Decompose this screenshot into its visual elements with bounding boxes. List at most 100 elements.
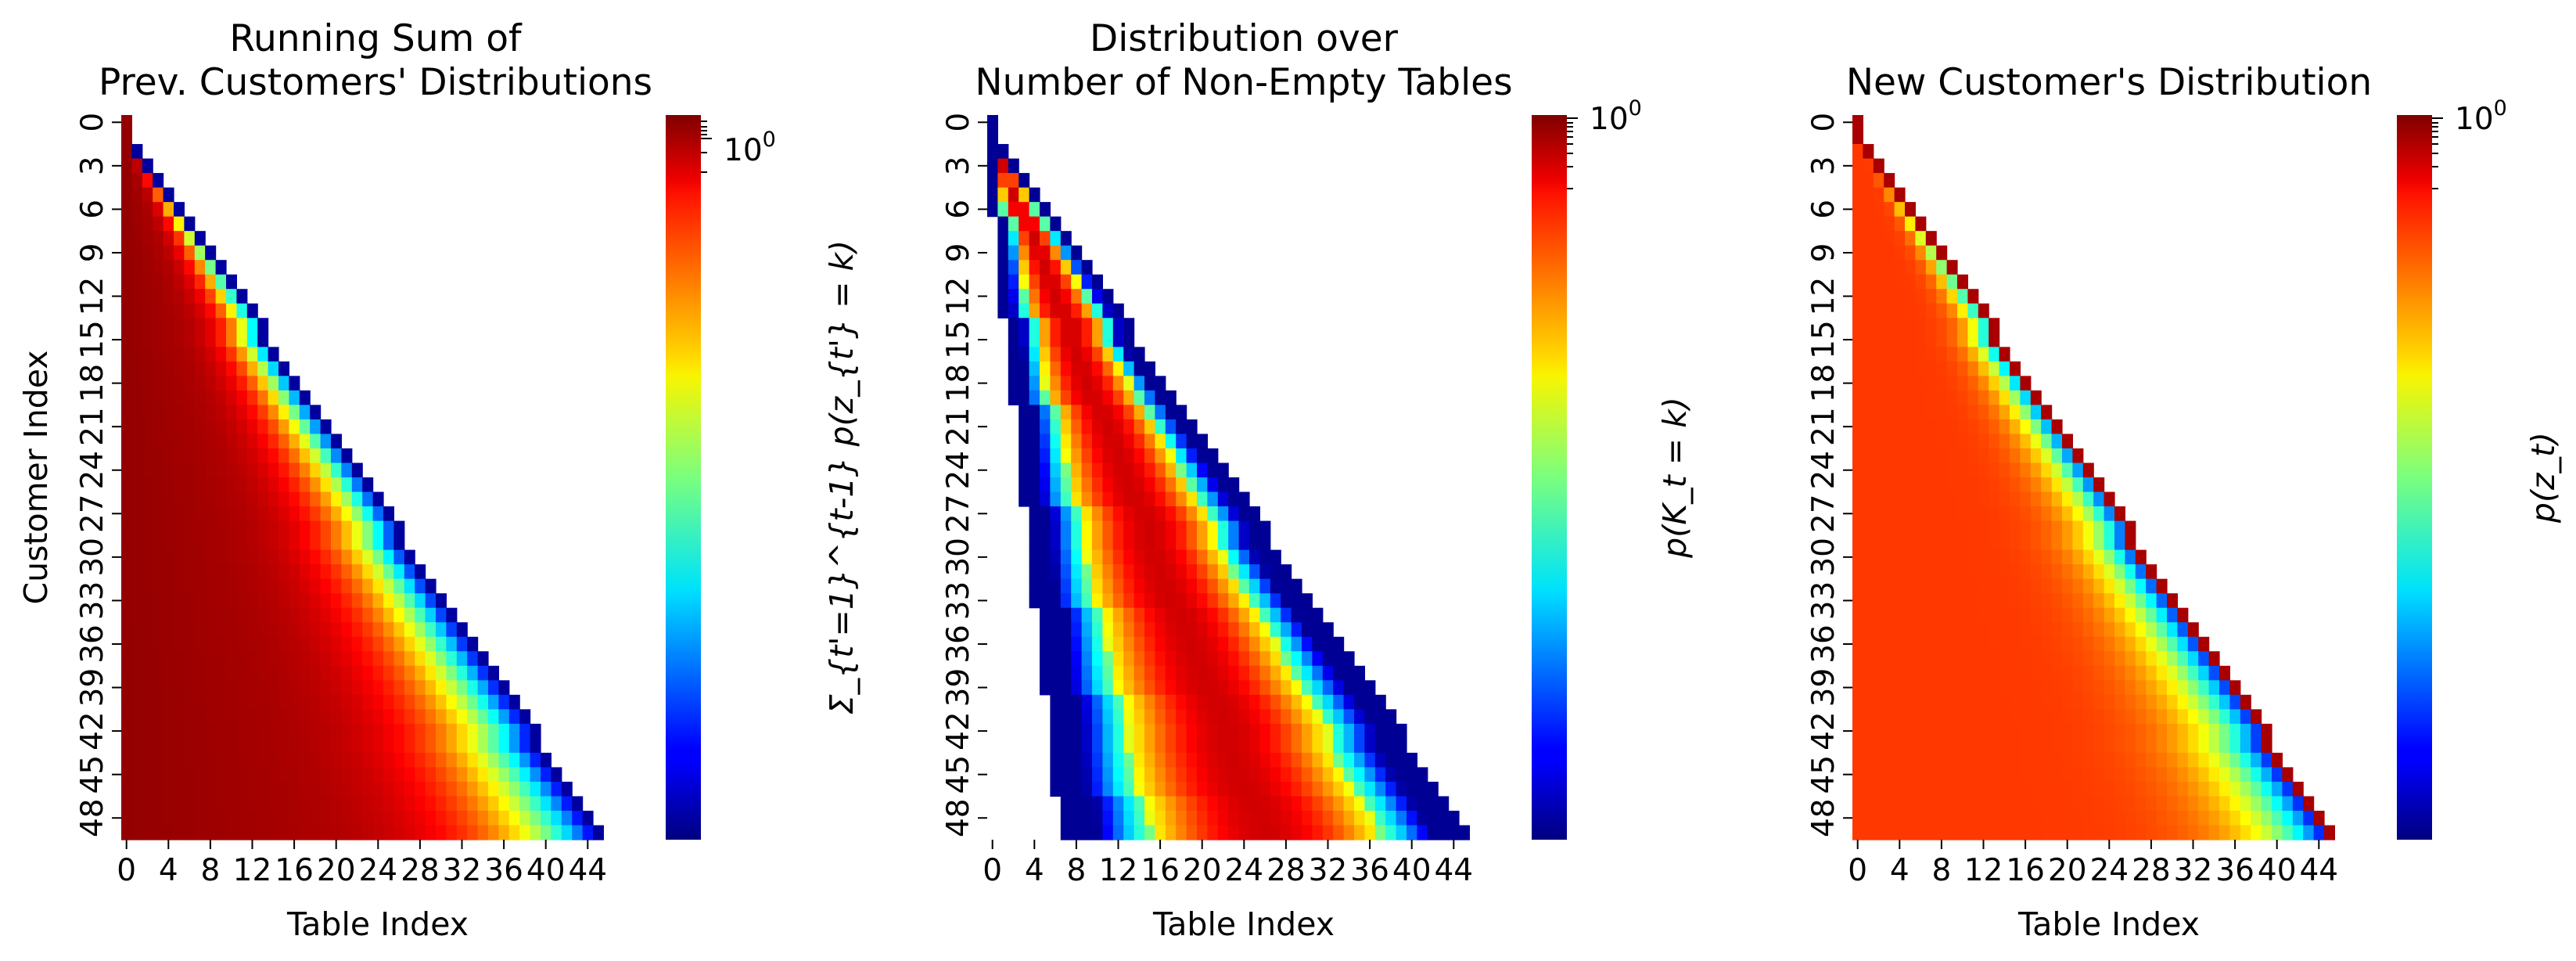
heatmap-cell [310,636,322,652]
heatmap-cell [268,419,279,435]
heatmap-cell [1915,767,1927,783]
heatmap-cell [163,245,174,261]
heatmap-cell [1989,361,2000,376]
heatmap-cell [1946,593,1958,609]
heatmap-cell [1873,347,1884,362]
heatmap-cell [257,318,269,333]
heatmap-cell [1905,564,1916,580]
heatmap-cell [1957,361,1968,376]
heatmap-cell [1281,796,1292,812]
heatmap-cell [1884,289,1895,304]
heatmap-cell [1946,738,1958,754]
heatmap-cell [215,405,227,420]
heatmap-cell [278,593,289,609]
heatmap-cell [1863,665,1874,681]
heatmap-cell [131,477,143,493]
heatmap-cell [1217,694,1229,710]
heatmap-cell [184,332,196,347]
heatmap-cell [1427,781,1439,797]
heatmap-cell [1936,636,1948,652]
heatmap-cell [289,419,300,435]
heatmap-cell [1957,549,1968,565]
heatmap-cell [425,622,437,638]
heatmap-cell [1197,578,1208,594]
heatmap-cell [289,665,300,681]
heatmap-cell [2229,752,2241,768]
heatmap-cell [1238,796,1250,812]
heatmap-cell [2177,781,2189,797]
heatmap-cell [268,723,279,739]
heatmap-cell [121,694,132,710]
heatmap-cell [1040,347,1051,362]
heatmap-cell [268,434,279,449]
heatmap-cell [1071,245,1083,261]
heatmap-cell [121,578,132,594]
heatmap-cell [142,477,153,493]
heatmap-cell [1978,448,1989,464]
heatmap-cell [1050,434,1062,449]
heatmap-cell [320,694,332,710]
heatmap-cell [1967,825,1979,840]
heatmap-cell [1946,303,1958,319]
heatmap-cell [436,796,447,812]
heatmap-cell [1029,390,1040,405]
heatmap-cell [2261,796,2272,812]
heatmap-cell [2251,767,2262,783]
heatmap-cell [215,491,227,507]
heatmap-cell [215,767,227,783]
heatmap-cell [289,651,300,667]
heatmap-cell [2062,738,2073,754]
heatmap-cell [1112,405,1124,420]
heatmap-cell [1946,810,1958,826]
heatmap-cell [1197,810,1208,826]
heatmap-cell [2229,810,2241,826]
heatmap-cell [404,825,415,840]
heatmap-cell [1905,796,1916,812]
heatmap-cell [1884,694,1895,710]
heatmap-cell [436,709,447,725]
heatmap-cell [1102,781,1114,797]
heatmap-cell [436,622,447,638]
heatmap-cell [184,448,196,464]
heatmap-cell [2041,593,2053,609]
heatmap-cell [1905,390,1916,405]
heatmap-cell [1852,593,1863,609]
heatmap-cell [2051,607,2063,623]
heatmap-cell [1102,796,1114,812]
heatmap-cell [2167,810,2178,826]
heatmap-cell [1967,520,1979,536]
heatmap-cell [1197,463,1208,478]
heatmap-cell [142,767,153,783]
heatmap-cell [121,781,132,797]
heatmap-cell [299,752,311,768]
heatmap-cell [215,781,227,797]
heatmap-cell [1999,607,2010,623]
heatmap-cell [1081,781,1093,797]
heatmap-cell [1228,593,1240,609]
heatmap-cell [1228,680,1240,696]
heatmap-cell [226,607,237,623]
heatmap-cell [1238,651,1250,667]
panel-2-colorbar-label: p(K_t = k) [1656,397,1694,559]
heatmap-cell [174,202,185,218]
heatmap-cell [1112,448,1124,464]
heatmap-cell [1978,376,1989,391]
heatmap-cell [1249,810,1260,826]
heatmap-cell [1873,231,1884,247]
heatmap-cell [1040,491,1051,507]
y-tick-label: 15 [941,320,976,359]
heatmap-cell [153,723,164,739]
heatmap-cell [1936,825,1948,840]
heatmap-cell [194,506,206,522]
heatmap-cell [1249,636,1260,652]
heatmap-cell [1915,665,1927,681]
heatmap-cell [351,781,363,797]
heatmap-cell [1894,810,1906,826]
heatmap-cell [1165,622,1177,638]
heatmap-cell [142,680,153,696]
heatmap-cell [142,318,153,333]
heatmap-cell [2041,564,2053,580]
heatmap-cell [477,752,489,768]
heatmap-cell [153,376,164,391]
heatmap-cell [142,231,153,247]
